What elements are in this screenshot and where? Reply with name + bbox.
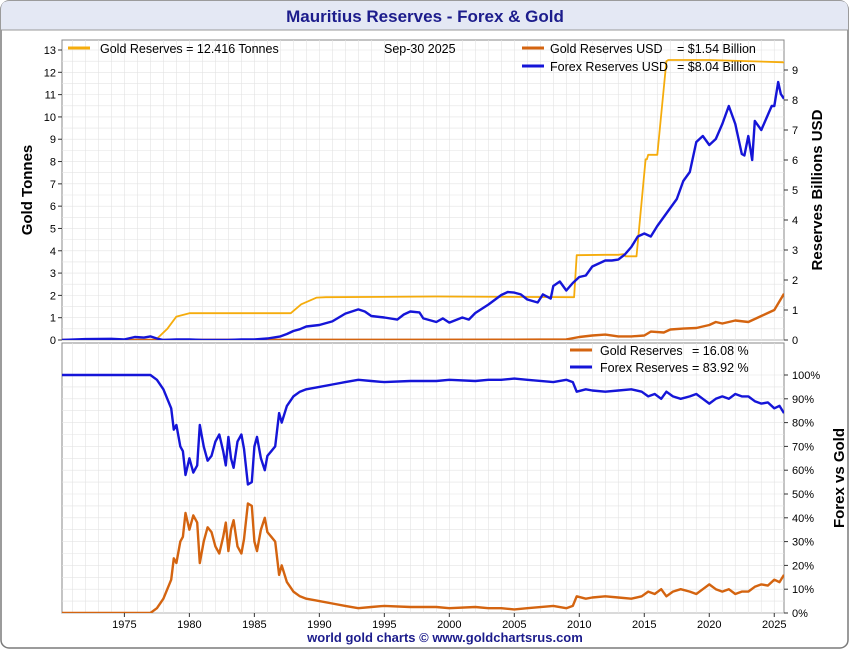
x-tick-label: 2005	[502, 619, 526, 631]
left-tick-label: 11	[45, 90, 56, 102]
title-bar	[1, 1, 848, 30]
legend-forex-label: Forex Reserves USD	[550, 60, 668, 74]
top-series	[62, 59, 784, 340]
right-tick-label: 1	[792, 305, 798, 317]
right-tick-label: 4	[792, 215, 798, 227]
left-tick-label: 12	[44, 67, 56, 79]
x-tick-label: 2000	[437, 619, 461, 631]
pct-tick-label: 80%	[792, 418, 814, 430]
left-tick-label: 6	[50, 201, 56, 213]
left-tick-label: 7	[50, 179, 56, 191]
footer-credit: world gold charts © www.goldchartsrus.co…	[306, 630, 583, 645]
x-tick-label: 2010	[567, 619, 591, 631]
right-tick-label: 3	[792, 245, 798, 257]
legend-forex-pct-value: = 83.92 %	[692, 361, 749, 375]
x-tick-label: 2020	[697, 619, 721, 631]
legend-gold-usd-value: = $1.54 Billion	[677, 42, 756, 56]
series-gold-reserves-	[62, 502, 784, 613]
left-tick-label: 10	[44, 112, 56, 124]
left-tick-label: 2	[50, 290, 56, 302]
pct-tick-label: 50%	[792, 489, 814, 501]
right-axis-title: Reserves Billions USD	[809, 109, 826, 270]
left-tick-label: 1	[50, 313, 56, 325]
x-tick-label: 1990	[307, 619, 331, 631]
left-tick-label: 5	[50, 223, 56, 235]
series-gold-reserves-usd-billions-	[62, 293, 784, 340]
axis-labels: 01234567891011121301234567890%10%20%30%4…	[44, 45, 821, 631]
right-tick-label: 7	[792, 125, 798, 137]
left-tick-label: 0	[50, 335, 56, 347]
pct-tick-label: 60%	[792, 465, 814, 477]
legend-gold-text: Gold Reserves = 12.416 Tonnes	[100, 42, 279, 56]
series-forex-reserves-usd-billions-	[62, 80, 784, 340]
x-tick-label: 1995	[372, 619, 396, 631]
x-tick-label: 1985	[242, 619, 266, 631]
top-legend: Gold Reserves = 12.416 Tonnes Sep-30 202…	[68, 42, 756, 74]
legend-forex-pct-label: Forex Reserves	[600, 361, 688, 375]
date-label: Sep-30 2025	[384, 42, 456, 56]
pct-tick-label: 0%	[792, 608, 808, 620]
series-forex-reserves-	[62, 373, 784, 486]
legend-forex-value: = $8.04 Billion	[677, 60, 756, 74]
legend-gold-pct-value: = 16.08 %	[692, 344, 749, 358]
x-tick-label: 2015	[632, 619, 656, 631]
left-tick-label: 13	[44, 45, 56, 57]
right-tick-label: 0	[792, 335, 798, 347]
right-tick-label: 6	[792, 155, 798, 167]
pct-tick-label: 10%	[792, 584, 814, 596]
left-tick-label: 8	[50, 157, 56, 169]
right-tick-label: 8	[792, 95, 798, 107]
bottom-series	[62, 373, 784, 613]
series-gold-reserves-tonnes-	[62, 59, 784, 340]
x-tick-label: 2025	[762, 619, 786, 631]
legend-gold-usd-label: Gold Reserves USD	[550, 42, 663, 56]
legend-gold-pct-label: Gold Reserves	[600, 344, 683, 358]
left-axis-title: Gold Tonnes	[19, 145, 36, 236]
top-plot-area	[61, 39, 785, 341]
chart-title: Mauritius Reserves - Forex & Gold	[286, 7, 564, 26]
pct-tick-label: 70%	[792, 441, 814, 453]
x-tick-label: 1980	[177, 619, 201, 631]
pct-tick-label: 20%	[792, 560, 814, 572]
left-tick-label: 9	[50, 134, 56, 146]
pct-tick-label: 30%	[792, 537, 814, 549]
left-tick-label: 4	[50, 246, 56, 258]
pct-tick-label: 40%	[792, 513, 814, 525]
bottom-grid	[62, 343, 788, 617]
right-tick-label: 5	[792, 185, 798, 197]
pct-tick-label: 100%	[792, 370, 820, 382]
bottom-plot-area	[61, 342, 785, 614]
left-tick-label: 3	[50, 268, 56, 280]
bottom-axis-title: Forex vs Gold	[831, 428, 848, 528]
bottom-legend: Gold Reserves = 16.08 % Forex Reserves =…	[570, 344, 749, 375]
right-tick-label: 9	[792, 65, 798, 77]
right-tick-label: 2	[792, 275, 798, 287]
pct-tick-label: 90%	[792, 394, 814, 406]
x-tick-label: 1975	[112, 619, 136, 631]
